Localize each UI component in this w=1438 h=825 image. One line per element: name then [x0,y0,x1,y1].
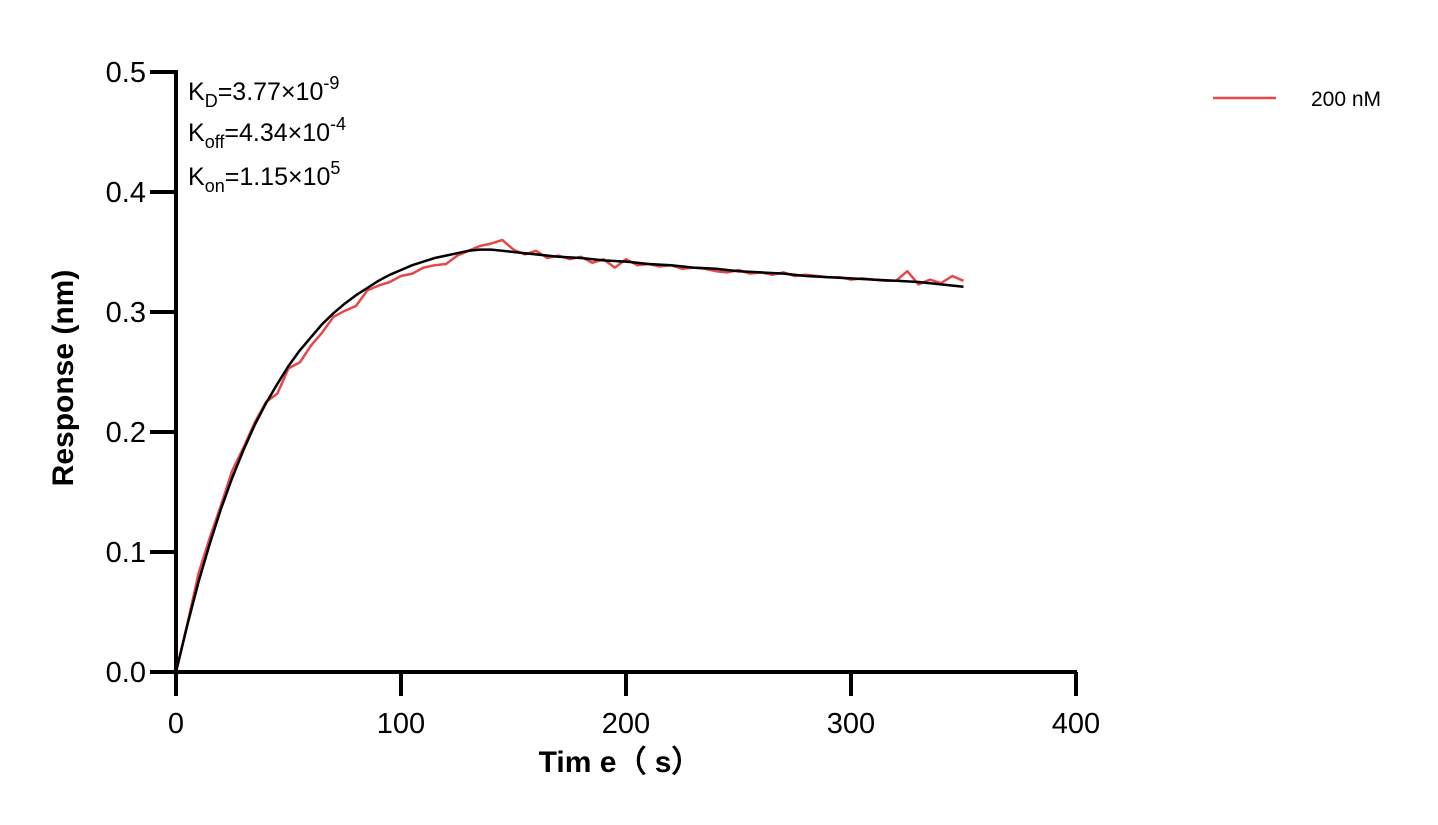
x-tick-label: 200 [602,708,650,740]
y-tick-label: 0.0 [106,657,146,689]
legend: 200 nM [1213,88,1381,111]
y-tick-label: 0.4 [106,177,146,209]
x-tick-label: 100 [377,708,425,740]
series-line-fit [174,248,964,673]
x-tick-label: 0 [168,708,184,740]
x-axis-title: Tim e（ s） [539,745,702,779]
y-axis-title: Response (nm) [47,270,80,487]
x-ticks [174,672,1078,696]
x-tick-label: 400 [1052,708,1100,740]
koff-annotation: Koff=4.34×10-4 [188,114,346,152]
x-tick-label: 300 [827,708,875,740]
kinetics-annotations: KD=3.77×10-9 Koff=4.34×10-4 Kon=1.15×105 [188,73,346,196]
y-tick-label: 0.3 [106,297,146,329]
series-line-200nm [174,238,964,673]
y-ticks [150,70,176,674]
x-tick-labels: 0 100 200 300 400 [168,708,1100,740]
y-tick-label: 0.1 [106,537,146,569]
y-tick-label: 0.2 [106,417,146,449]
kd-annotation: KD=3.77×10-9 [188,73,339,111]
y-tick-labels: 0.0 0.1 0.2 0.3 0.4 0.5 [106,57,146,689]
kon-annotation: Kon=1.15×105 [188,158,340,196]
y-tick-label: 0.5 [106,57,146,89]
legend-label-200nm: 200 nM [1311,88,1381,111]
